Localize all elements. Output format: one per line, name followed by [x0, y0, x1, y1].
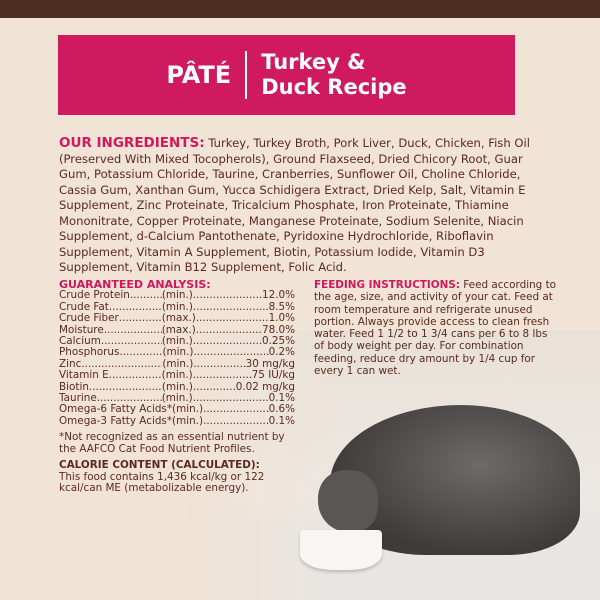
nutrient-qualifier: (min.) — [172, 404, 204, 416]
feeding-text: Feed according to the age, size, and act… — [314, 279, 556, 378]
nutrient-name: Crude Fat — [59, 301, 109, 313]
ingredients-heading: OUR INGREDIENTS: — [59, 135, 205, 151]
ingredients-section: OUR INGREDIENTS: Turkey, Turkey Broth, P… — [59, 135, 549, 276]
analysis-heading: GUARANTEED ANALYSIS: — [59, 278, 211, 291]
leader-dots — [119, 347, 162, 358]
calorie-text: This food contains 1,436 kcal/kg or 122 … — [59, 470, 265, 494]
nutrient-name: Biotin — [59, 381, 89, 393]
nutrient-value: 30 mg/kg — [245, 358, 295, 370]
nutrient-value: 78.0% — [261, 324, 295, 336]
leader-dots — [97, 393, 162, 404]
nutrient-qualifier: (max.) — [161, 324, 196, 336]
leader-dots — [193, 370, 252, 381]
leader-dots — [89, 382, 162, 393]
analysis-row: Calcium (min.) 0.25% — [59, 336, 295, 347]
nutrient-value: 0.2% — [268, 347, 295, 359]
nutrient-qualifier: (min.) — [162, 358, 194, 370]
nutrient-name: Moisture — [59, 324, 104, 336]
cat-head — [318, 470, 378, 532]
top-bar — [0, 0, 600, 18]
analysis-row: Zinc (min.) 30 mg/kg — [59, 359, 295, 370]
nutrient-name: Omega-3 Fatty Acids* — [59, 415, 173, 427]
nutrient-qualifier: (max.) — [161, 313, 196, 325]
calorie-heading: CALORIE CONTENT (CALCULATED): — [59, 459, 260, 472]
food-bowl — [300, 530, 382, 570]
nutrient-qualifier: (min.) — [161, 393, 193, 405]
leader-dots — [203, 404, 269, 415]
nutrient-name: Calcium — [59, 336, 101, 348]
nutrient-name: Zinc — [59, 358, 82, 370]
analysis-row: Taurine (min.) 0.1% — [59, 393, 295, 404]
recipe-banner: PÂTÉ Turkey & Duck Recipe — [58, 35, 515, 115]
leader-dots — [119, 313, 162, 324]
recipe-line-2: Duck Recipe — [261, 75, 407, 99]
nutrient-qualifier: (min.) — [162, 347, 194, 359]
nutrient-value: 1.0% — [268, 313, 295, 325]
nutrient-qualifier: (min.) — [161, 290, 193, 302]
ingredients-text: Turkey, Turkey Broth, Pork Liver, Duck, … — [59, 136, 530, 274]
analysis-row: Crude Fiber (max.) 1.0% — [59, 313, 295, 324]
nutrient-value: 0.1% — [268, 415, 295, 427]
leader-dots — [193, 302, 269, 313]
guaranteed-analysis: GUARANTEED ANALYSIS: Crude Protein (min.)… — [59, 279, 295, 494]
leader-dots — [196, 313, 269, 324]
nutrient-value: 0.6% — [268, 404, 295, 416]
leader-dots — [101, 336, 162, 347]
leader-dots — [109, 370, 162, 381]
analysis-row: Omega-3 Fatty Acids*(min.) 0.1% — [59, 416, 295, 427]
nutrient-qualifier: (min.) — [161, 336, 193, 348]
recipe-name: Turkey & Duck Recipe — [261, 50, 406, 100]
leader-dots — [109, 302, 162, 313]
leader-dots — [193, 290, 262, 301]
nutrient-qualifier: (min.) — [172, 415, 204, 427]
nutrient-value: 0.02 mg/kg — [235, 381, 295, 393]
leader-dots — [193, 382, 236, 393]
banner-divider — [245, 51, 248, 99]
nutrient-value: 75 IU/kg — [251, 370, 295, 382]
analysis-row: Omega-6 Fatty Acids*(min.) 0.6% — [59, 404, 295, 415]
analysis-row: Crude Protein (min.) 12.0% — [59, 290, 295, 301]
feeding-instructions: FEEDING INSTRUCTIONS: Feed according to … — [314, 279, 559, 377]
leader-dots — [193, 347, 268, 358]
leader-dots — [196, 325, 262, 336]
nutrient-name: Vitamin E — [59, 370, 109, 382]
nutrient-name: Omega-6 Fatty Acids* — [59, 404, 173, 416]
nutrient-name: Crude Fiber — [59, 313, 119, 325]
nutrient-name: Crude Protein — [59, 290, 130, 302]
nutrient-value: 12.0% — [261, 290, 295, 302]
analysis-row: Vitamin E (min.) 75 IU/kg — [59, 370, 295, 381]
leader-dots — [81, 359, 162, 370]
leader-dots — [104, 325, 162, 336]
analysis-row: Moisture (max.) 78.0% — [59, 325, 295, 336]
nutrient-name: Phosphorus — [59, 347, 120, 359]
nutrient-value: 0.1% — [268, 393, 295, 405]
recipe-line-1: Turkey & — [261, 50, 366, 74]
nutrient-qualifier: (min.) — [161, 370, 193, 382]
leader-dots — [193, 359, 245, 370]
nutrient-value: 0.25% — [261, 336, 295, 348]
analysis-row: Crude Fat (min.) 8.5% — [59, 302, 295, 313]
analysis-note: *Not recognized as an essential nutrient… — [59, 431, 285, 455]
analysis-row: Phosphorus (min.) 0.2% — [59, 347, 295, 358]
pate-label: PÂTÉ — [166, 61, 232, 89]
feeding-heading: FEEDING INSTRUCTIONS: — [314, 279, 460, 291]
nutrient-qualifier: (min.) — [161, 381, 193, 393]
nutrient-qualifier: (min.) — [161, 301, 193, 313]
leader-dots — [193, 393, 269, 404]
leader-dots — [203, 416, 269, 427]
nutrient-value: 8.5% — [268, 301, 295, 313]
leader-dots — [193, 336, 262, 347]
leader-dots — [130, 290, 162, 301]
nutrient-name: Taurine — [59, 393, 97, 405]
analysis-row: Biotin (min.) 0.02 mg/kg — [59, 382, 295, 393]
